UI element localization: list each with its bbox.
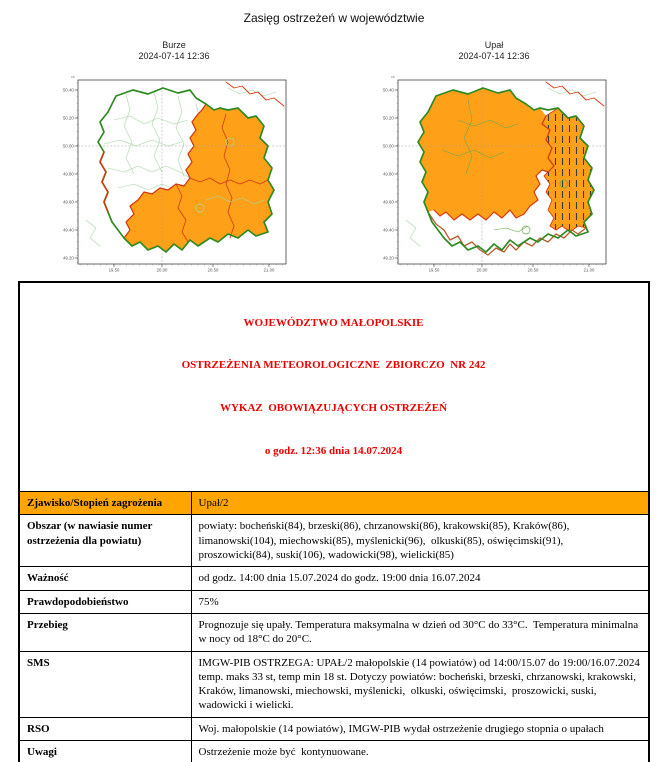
svg-text:49.60: 49.60 xyxy=(63,200,74,205)
table-row: Obszar (w nawiasie numer ostrzeżenia dla… xyxy=(18,514,650,568)
map-caption: Burze 2024-07-14 12:36 xyxy=(58,40,290,62)
table-row: Ważność od godz. 14:00 dnia 15.07.2024 do… xyxy=(18,566,650,591)
svg-text:20.50: 20.50 xyxy=(528,268,539,273)
table-title-cell: WOJEWÓDZTWO MAŁOPOLSKIE OSTRZEŻENIA METE… xyxy=(18,281,650,493)
svg-text:19.50: 19.50 xyxy=(429,268,440,273)
map-block-upal: Upał 2024-07-14 12:36 50.40 50.20 50.00 49.… xyxy=(378,40,610,274)
svg-text:49.60: 49.60 xyxy=(383,200,394,205)
svg-text:cz: cz xyxy=(391,75,395,79)
table-row: Przebieg Prognozuje się upały. Temperatur… xyxy=(18,612,650,652)
table-row: SMS IMGW-PIB OSTRZEGA: UPAŁ/2 małopolskie… xyxy=(18,650,650,718)
map-datetime: 2024-07-14 12:36 xyxy=(138,51,210,61)
row-label: SMS xyxy=(18,650,192,718)
warnings-table: WOJEWÓDZTWO MAŁOPOLSKIE OSTRZEŻENIA METE… xyxy=(18,281,650,762)
map-block-burze: Burze 2024-07-14 12:36 50.40 50.20 50.00 49… xyxy=(58,40,290,274)
map-title: Upał xyxy=(484,40,504,50)
map-image-upal: 50.40 50.20 50.00 49.80 49.60 49.40 49.20 19.50… xyxy=(383,75,607,273)
row-value: Woj. małopolskie (14 powiatów), IMGW-PIB… xyxy=(190,716,650,742)
table-row: Uwagi Ostrzeżenie może być kontynuowane. xyxy=(18,740,650,762)
svg-text:20.00: 20.00 xyxy=(477,268,488,273)
table-title-line: WOJEWÓDZTWO MAŁOPOLSKIE xyxy=(243,316,424,329)
table-row: RSO Woj. małopolskie (14 powiatów), IMGW-… xyxy=(18,716,650,742)
svg-text:50.40: 50.40 xyxy=(383,88,394,93)
svg-text:49.20: 49.20 xyxy=(63,256,74,261)
map-image-burze: 50.40 50.20 50.00 49.80 49.60 49.40 49.20 19.50… xyxy=(63,75,287,273)
row-label: Prawdopodobieństwo xyxy=(18,589,192,614)
svg-text:49.80: 49.80 xyxy=(63,172,74,177)
table-title-line: WYKAZ OBOWIĄZUJĄCYCH OSTRZEŻEŃ xyxy=(219,402,448,415)
row-value: 75% xyxy=(190,589,650,614)
svg-text:20.50: 20.50 xyxy=(208,268,219,273)
svg-text:49.40: 49.40 xyxy=(383,228,394,233)
table-title: WOJEWÓDZTWO MAŁOPOLSKIE OSTRZEŻENIA METE… xyxy=(18,281,650,493)
map-title: Burze xyxy=(162,40,186,50)
table-title-line: o godz. 12:36 dnia 14.07.2024 xyxy=(264,445,403,458)
table-title-line: OSTRZEŻENIA METEOROLOGICZNE ZBIORCZO NR … xyxy=(181,359,486,372)
table-row: Prawdopodobieństwo 75% xyxy=(18,589,650,614)
svg-text:49.80: 49.80 xyxy=(383,172,394,177)
svg-text:20.00: 20.00 xyxy=(157,268,168,273)
row-label: Ważność xyxy=(18,566,192,591)
row-value: Ostrzeżenie może być kontynuowane. xyxy=(190,740,650,762)
page-title: Zasięg ostrzeżeń w województwie xyxy=(243,11,425,25)
svg-text:49.20: 49.20 xyxy=(383,256,394,261)
row-label: Zjawisko/Stopień zagrożenia xyxy=(18,491,192,516)
phenomenon-header-row: Zjawisko/Stopień zagrożenia Upał/2 xyxy=(18,491,650,516)
svg-text:21.00: 21.00 xyxy=(264,268,275,273)
svg-text:50.00: 50.00 xyxy=(63,144,74,149)
svg-text:49.40: 49.40 xyxy=(63,228,74,233)
row-value: Prognozuje się upały. Temperatura maksym… xyxy=(190,612,650,652)
svg-text:50.00: 50.00 xyxy=(383,144,394,149)
svg-text:21.00: 21.00 xyxy=(584,268,595,273)
row-value: od godz. 14:00 dnia 15.07.2024 do godz. … xyxy=(190,566,650,591)
svg-text:50.20: 50.20 xyxy=(63,116,74,121)
row-label: Obszar (w nawiasie numer ostrzeżenia dla… xyxy=(18,514,192,568)
svg-text:50.20: 50.20 xyxy=(383,116,394,121)
svg-text:cz: cz xyxy=(71,75,75,79)
svg-text:50.40: 50.40 xyxy=(63,88,74,93)
row-label: Uwagi xyxy=(18,740,192,762)
row-label: Przebieg xyxy=(18,612,192,652)
row-label: RSO xyxy=(18,716,192,742)
row-value: Upał/2 xyxy=(190,491,650,516)
svg-text:19.50: 19.50 xyxy=(109,268,120,273)
map-caption: Upał 2024-07-14 12:36 xyxy=(378,40,610,62)
row-value: IMGW-PIB OSTRZEGA: UPAŁ/2 małopolskie (1… xyxy=(190,650,650,718)
map-datetime: 2024-07-14 12:36 xyxy=(458,51,530,61)
row-value: powiaty: bocheński(84), brzeski(86), chr… xyxy=(190,514,650,568)
